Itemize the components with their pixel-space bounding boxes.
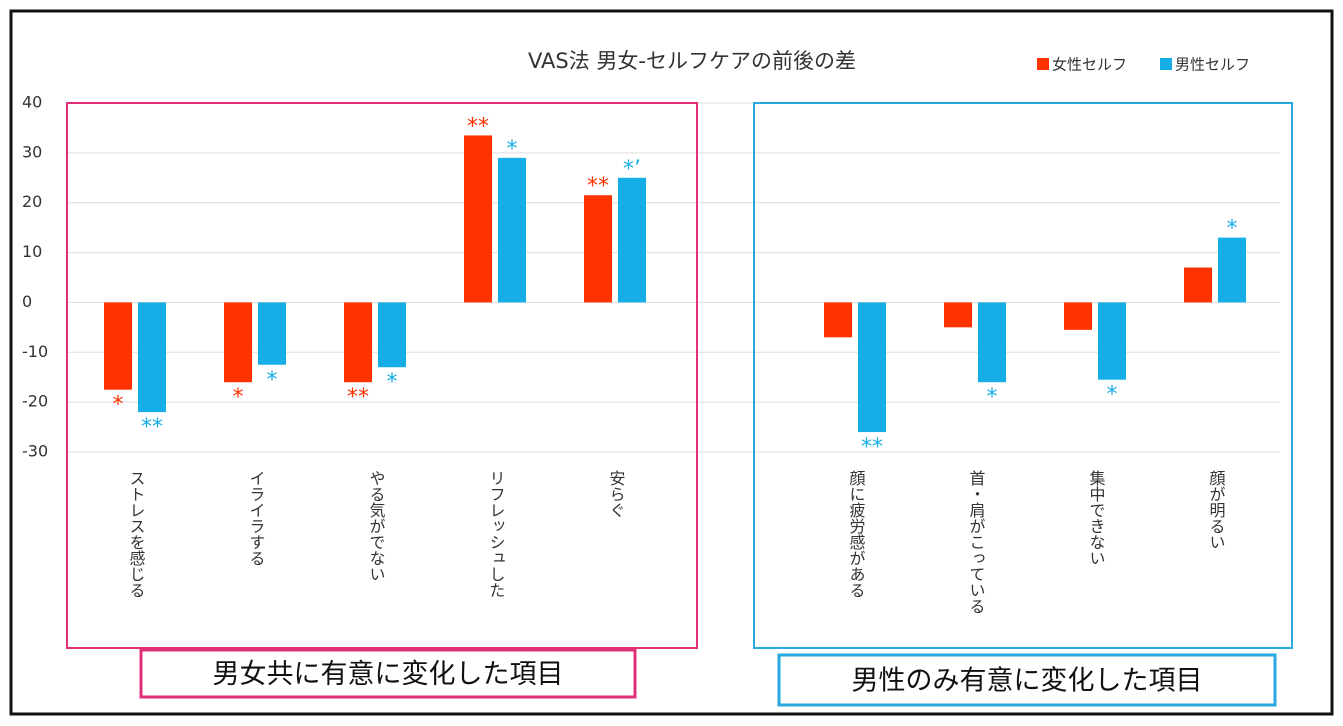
y-tick-label: 10 [22,242,42,261]
x-tick-label: イライラする [247,470,266,566]
bar [858,302,886,433]
bar [1098,302,1126,380]
x-tick-label: やる気がでない [367,470,386,582]
y-tick-label: -30 [22,442,48,461]
significance-mark: * [233,385,244,410]
significance-mark: ** [467,114,489,139]
group-label: 男女共に有意に変化した項目 [213,659,564,690]
bar [224,302,252,383]
y-tick-label: 40 [22,93,42,112]
x-tick-label: 顔が明るい [1207,470,1226,550]
y-tick-label: 30 [22,142,42,161]
significance-mark: ** [347,385,369,410]
bar [618,177,646,303]
group-box [66,102,698,649]
x-tick-label: 集中できない [1087,470,1106,566]
x-tick-label: 顔に疲労感がある [847,470,866,598]
x-tick-label: 安らぐ [607,470,626,518]
significance-mark: ** [141,415,163,440]
chart-title: VAS法 男女-セルフケアの前後の差 [528,49,856,73]
significance-mark: * [387,370,398,395]
x-tick-label: 首・肩がこっている [967,470,986,614]
y-tick-label: -20 [22,392,48,411]
significance-mark: *’ [623,157,641,182]
significance-mark: * [113,393,124,418]
legend-label: 女性セルフ [1052,56,1127,74]
bar [344,302,372,383]
bar [824,302,852,338]
bar [378,302,406,368]
bar [584,195,612,303]
bar [138,302,166,413]
legend-swatch [1037,58,1049,70]
significance-mark: * [507,137,518,162]
y-tick-label: -10 [22,342,48,361]
legend-label: 男性セルフ [1175,56,1250,74]
significance-mark: ** [861,435,883,460]
bar [1184,267,1212,303]
y-tick-label: 0 [22,292,32,311]
bar [498,157,526,303]
bar [464,135,492,303]
legend-swatch [1160,58,1172,70]
bar [944,302,972,328]
bar [978,302,1006,383]
significance-mark: ** [587,174,609,199]
significance-mark: * [267,368,278,393]
group-label-box [777,653,1277,707]
significance-mark: * [1107,383,1118,408]
group-box [753,102,1293,649]
bar [258,302,286,365]
x-tick-label: ストレスを感じる [127,470,146,598]
significance-mark: * [987,385,998,410]
frame [9,9,1334,716]
y-tick-label: 20 [22,192,42,211]
group-label: 男性のみ有意に変化した項目 [852,666,1203,697]
bar [1064,302,1092,330]
bar [1218,237,1246,303]
bar [104,302,132,390]
x-tick-label: リフレッシュした [487,470,506,598]
significance-mark: * [1227,217,1238,242]
group-label-box [139,648,637,699]
